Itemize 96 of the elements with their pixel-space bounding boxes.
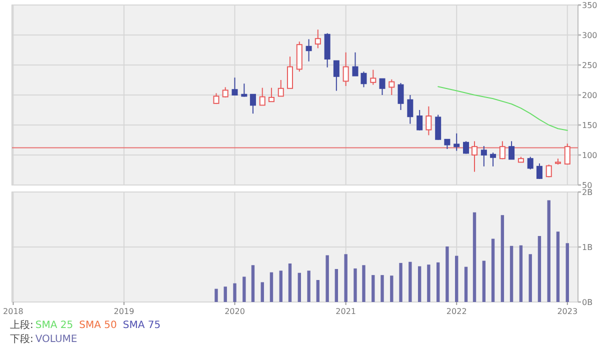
bar	[260, 282, 264, 302]
y-tick-label: 300	[582, 31, 598, 40]
candlestick	[454, 132, 460, 152]
legend-label: SMA 75	[122, 320, 161, 331]
candlestick	[508, 140, 515, 160]
bar	[354, 268, 357, 302]
text: VOLUME	[35, 334, 78, 345]
candlestick	[314, 29, 321, 49]
candlestick	[472, 140, 478, 172]
bar	[472, 212, 476, 302]
candlestick	[360, 71, 367, 88]
candlestick	[527, 156, 534, 170]
text: SMA 25	[35, 320, 74, 331]
candlestick	[435, 114, 442, 140]
x-tick-label: 2021	[336, 307, 356, 316]
x-tick-label: 2023	[557, 307, 578, 316]
bar	[519, 245, 523, 302]
legend-label: SMA 50	[79, 320, 117, 331]
candlestick	[222, 86, 228, 98]
bar	[224, 286, 227, 302]
bar	[214, 288, 218, 302]
candlestick	[480, 146, 487, 167]
bar	[380, 275, 384, 302]
candlestick	[444, 138, 450, 150]
bar	[316, 280, 320, 302]
candlestick	[490, 152, 496, 167]
bar	[500, 215, 504, 302]
bar	[464, 266, 468, 302]
legend-title: 上段:	[10, 319, 34, 331]
candlestick	[232, 77, 238, 96]
candlestick	[463, 140, 470, 154]
candlestick	[536, 162, 542, 180]
x-tick-label: 2018	[3, 307, 24, 316]
bar	[344, 254, 348, 302]
bar	[482, 260, 486, 302]
bar	[362, 265, 366, 302]
candlestick	[241, 83, 248, 98]
candlestick	[426, 106, 432, 136]
candlestick	[416, 110, 423, 131]
candlestick	[499, 140, 506, 160]
y-tick-label: 1B	[582, 243, 593, 252]
x-tick-label: 2020	[224, 307, 245, 316]
y-tick-label: 250	[582, 61, 598, 70]
bar	[288, 264, 292, 302]
bar	[242, 276, 246, 302]
y-tick-label: 150	[582, 121, 598, 130]
bar	[547, 200, 550, 302]
bar	[326, 255, 329, 302]
candlestick	[388, 78, 395, 96]
bar	[334, 269, 338, 302]
bar	[436, 262, 440, 302]
candlestick	[407, 94, 414, 124]
candlestick	[286, 56, 293, 89]
x-tick-label: 2019	[114, 307, 134, 316]
candlestick	[342, 52, 349, 86]
bar	[538, 236, 542, 302]
x-tick-label: 2022	[446, 307, 467, 316]
bar	[233, 283, 236, 302]
bar	[408, 262, 412, 302]
candlestick	[370, 69, 376, 86]
bar	[418, 266, 422, 302]
y-tick-label: 50	[582, 181, 592, 190]
bar	[491, 238, 495, 302]
candlestick	[250, 94, 256, 114]
bar	[399, 262, 402, 302]
candlestick	[546, 164, 552, 178]
candlestick	[278, 80, 284, 97]
legend-title: 下段:	[10, 333, 34, 345]
candlestick	[398, 82, 404, 110]
bar	[372, 275, 375, 302]
bar	[455, 256, 458, 302]
candlestick	[268, 87, 274, 102]
bar	[556, 232, 560, 302]
candlestick	[333, 60, 340, 92]
bar	[390, 276, 394, 302]
line-series	[438, 86, 568, 131]
candlestick	[259, 87, 266, 106]
y-tick-label: 100	[582, 151, 598, 160]
bar	[566, 243, 569, 302]
bar	[427, 264, 430, 302]
candlestick	[379, 78, 386, 96]
y-tick-label: 200	[582, 91, 598, 100]
bar	[307, 270, 310, 302]
bar	[510, 246, 514, 302]
y-tick-label: 350	[582, 1, 598, 10]
bar	[446, 246, 449, 302]
candlestick	[306, 38, 312, 62]
candlestick	[352, 52, 358, 76]
y-tick-label: 0B	[582, 298, 593, 307]
bar	[279, 270, 282, 302]
bar	[251, 265, 255, 302]
bar	[270, 272, 274, 302]
bar	[298, 272, 301, 302]
bar	[528, 254, 532, 302]
y-tick-label: 2B	[582, 188, 593, 197]
candlestick	[564, 143, 570, 166]
